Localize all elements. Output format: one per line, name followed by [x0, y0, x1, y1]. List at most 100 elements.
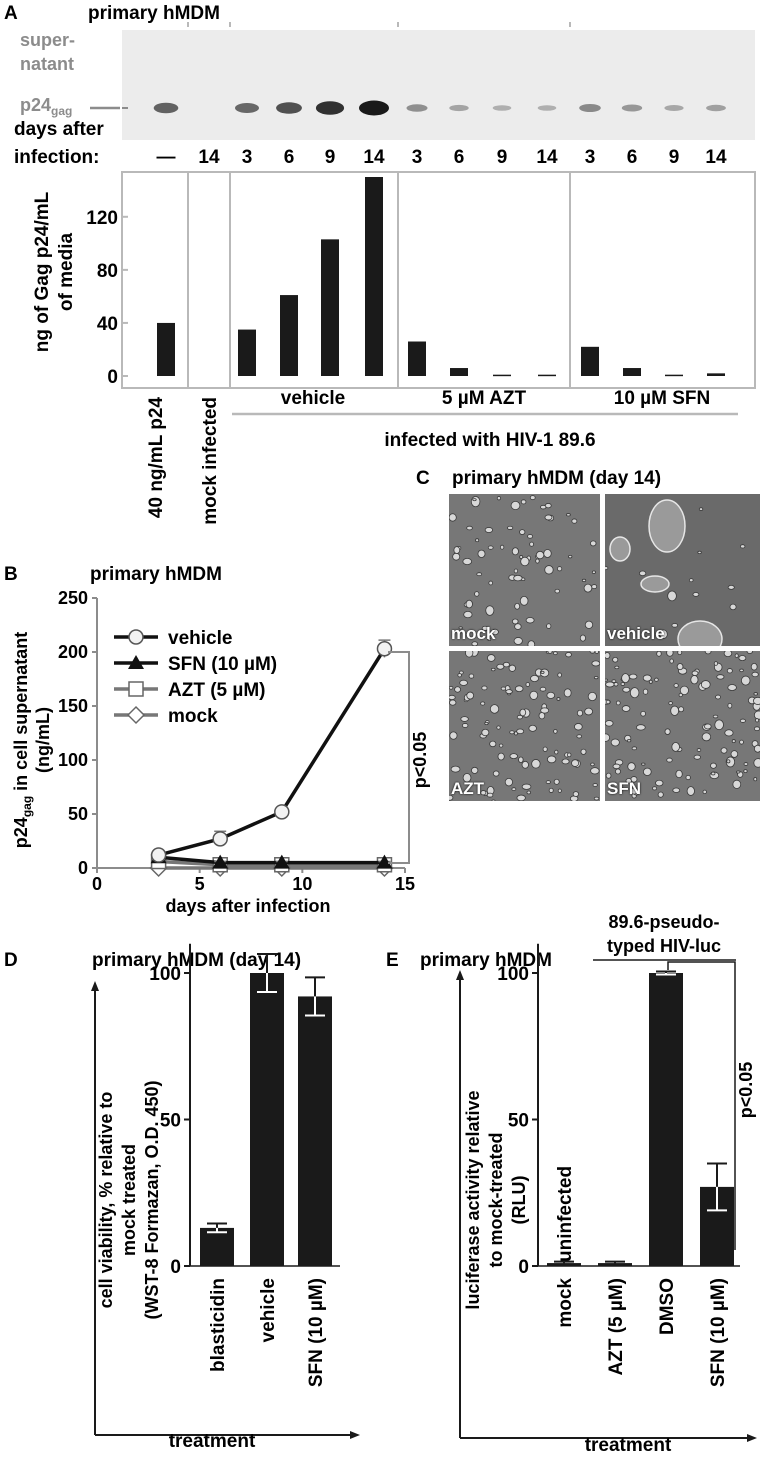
micrograph-azt-cell [496, 663, 505, 670]
panel-a-ytick-label-40: 40 [97, 314, 118, 335]
micrograph-sfn-cell [704, 723, 712, 730]
micrograph-sfn-cell [714, 719, 724, 731]
micrograph-azt-cell [450, 765, 461, 773]
micrograph-mock-cell [591, 570, 596, 574]
blot-band-5 [359, 100, 389, 116]
micrograph-sfn-cell [727, 702, 733, 709]
panel-a-ytick-label-120: 120 [86, 208, 118, 229]
micrograph-azt-cell [449, 731, 458, 740]
micrograph-azt-cell [484, 721, 489, 725]
panel-e-ytick-label-0: 0 [518, 1257, 529, 1278]
micrograph-mock-cell [484, 527, 494, 533]
lane-day-label-9: 14 [536, 147, 558, 168]
micrograph-azt-cell [590, 767, 600, 775]
blot-band-13 [706, 104, 726, 112]
micrograph-sfn-cell [610, 738, 620, 747]
micrograph-sfn-cell [622, 686, 631, 693]
micrograph-sfn-cell [727, 684, 737, 691]
panel-c-title: primary hMDM (day 14) [452, 468, 661, 489]
panel-a-bar-10 [581, 346, 599, 376]
micrograph-sfn-cell [676, 663, 684, 671]
panel-d-category-2: SFN (10 µM) [306, 1278, 327, 1387]
panel-c: C primary hMDM (day 14) [416, 468, 661, 489]
panel-a-group-label-0: vehicle [281, 388, 345, 409]
lane-day-label-7: 6 [454, 147, 465, 168]
panel-e-bracket-label-1: 89.6-pseudo- [608, 912, 719, 932]
micrograph-azt-cell [457, 673, 462, 678]
panel-b-legend-marker-0 [128, 629, 144, 645]
micrograph-sfn-cell [736, 770, 741, 774]
micrograph-azt-cell [492, 770, 500, 777]
lane-day-label-0: — [157, 147, 176, 168]
micrograph-vehicle-cell [605, 565, 609, 571]
micrograph-azt-cell [491, 799, 496, 801]
micrograph-sfn-cell [710, 771, 716, 776]
micrograph-vehicle-cell [671, 623, 678, 628]
lane-day-label-13: 14 [705, 147, 727, 168]
panel-e-ytick-label-100: 100 [497, 964, 529, 985]
panel-a-group-labels: vehicle 5 µM AZT 10 µM SFN [281, 388, 710, 409]
micrograph-sfn-cell [605, 720, 614, 727]
micrograph-azt-cell [547, 651, 553, 654]
panel-b-point-triangle-1 [212, 854, 229, 869]
blot-band-3 [276, 102, 302, 114]
micrograph-label-sfn: SFN [607, 779, 641, 798]
micrograph-vehicle-cell [659, 629, 668, 639]
micrograph-azt-cell [489, 704, 500, 714]
micrograph-azt-cell [567, 752, 572, 758]
panel-e-inner-label: uninfected [555, 1166, 576, 1262]
micrograph-azt-cell [462, 723, 469, 728]
micrograph-sfn-cell [641, 762, 646, 766]
panel-b-significance-bracket [388, 651, 410, 864]
micrograph-azt-cell [528, 724, 537, 732]
micrograph-mock-cell [581, 578, 587, 583]
micrograph-sfn-cell [700, 680, 711, 689]
micrograph-azt-cell [521, 783, 532, 790]
panel-b-xtick-label-10: 10 [292, 874, 312, 894]
panel-d-ytick-label-100: 100 [149, 964, 181, 985]
panel-a-bar-3 [280, 295, 298, 376]
micrograph-sfn-cell [656, 651, 662, 657]
panel-b-point-triangle-2 [273, 854, 290, 869]
micrograph-azt-cell [546, 691, 556, 699]
panel-a-bar-4 [321, 239, 339, 376]
blot-band-4 [315, 101, 345, 115]
lane-day-label-11: 6 [627, 147, 638, 168]
micrograph-azt-cell [471, 766, 479, 774]
micrograph-sfn-cell [732, 779, 742, 789]
days-label-line1: days after [14, 119, 104, 140]
micrograph-azt-cell [481, 728, 490, 737]
micrograph-sfn-cell [696, 748, 702, 752]
micrograph-mock-cell [513, 574, 523, 582]
lane-day-labels: — 14 3 6 9 14 3 6 9 14 3 6 9 14 [157, 147, 727, 168]
panel-a-bar-8 [493, 374, 511, 377]
micrograph-azt-cell [589, 651, 596, 654]
micrograph-azt-cell [592, 783, 598, 787]
micrograph-mock-cell [584, 620, 594, 629]
micrograph-azt-cell [490, 667, 496, 672]
micrograph-sfn-cell [620, 682, 626, 686]
micrograph-sfn-cell [675, 769, 683, 779]
blot-bands [153, 100, 726, 116]
micrograph-azt-cell [505, 689, 513, 695]
panel-b-legend-label-1: SFN (10 µM) [168, 654, 277, 675]
micrograph-azt-cell [587, 691, 597, 702]
micrograph-azt-cell [511, 787, 517, 791]
panel-a-ylabel-1: ng of Gag p24/mL [32, 191, 53, 352]
micrograph-mock-cell [488, 580, 494, 586]
micrograph-mock-cell [487, 637, 492, 642]
panel-d-ytick-label-50: 50 [160, 1111, 181, 1132]
micrograph-azt-cell [548, 787, 554, 793]
panel-d-bar-1 [250, 973, 284, 1266]
micrograph-sfn-cell [691, 670, 699, 676]
micrograph-azt-cell [460, 716, 469, 722]
micrograph-mock-cell [554, 588, 560, 594]
blot-band-10 [579, 104, 601, 112]
micrograph-sfn-cell [612, 656, 619, 663]
micrograph-azt-cell [545, 780, 551, 784]
micrograph-mock-cell [583, 583, 593, 593]
panel-e-category-0: mock [555, 1278, 576, 1328]
micrograph-azt-cell [496, 725, 501, 730]
micrograph-azt-cell [508, 664, 516, 672]
